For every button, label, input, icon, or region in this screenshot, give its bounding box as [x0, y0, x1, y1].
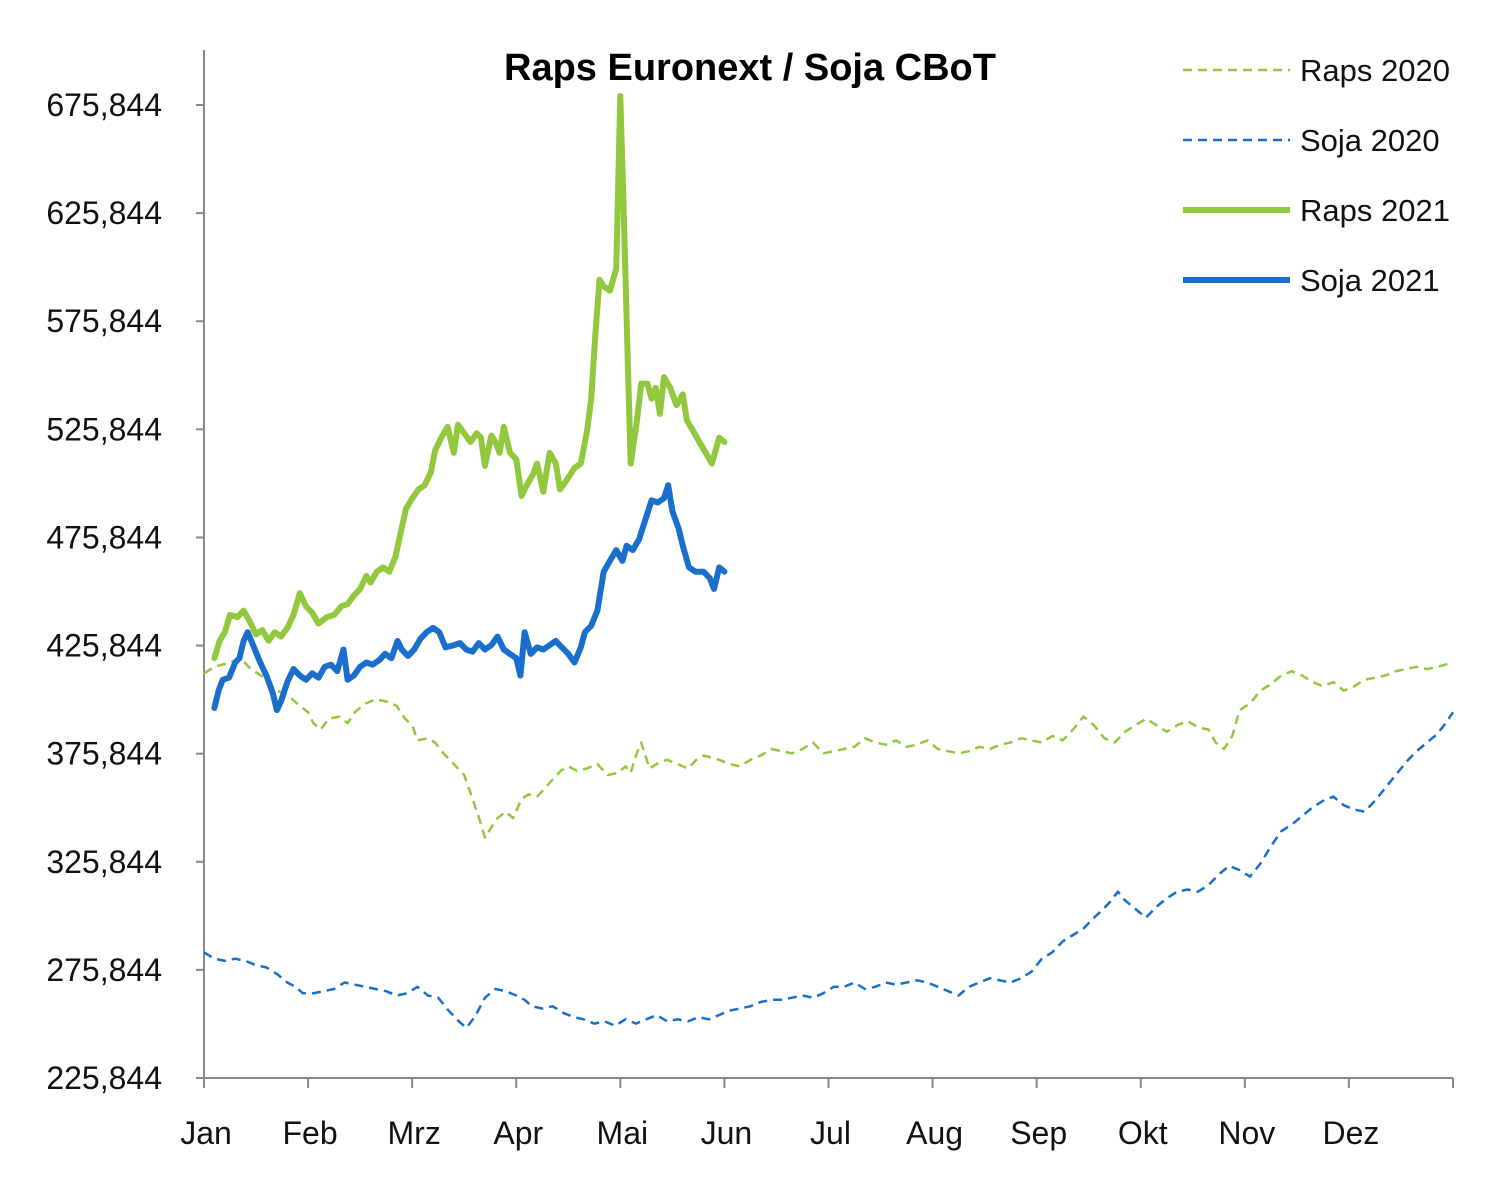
series-line-soja-2020	[203, 711, 1455, 1030]
x-tick-label: Nov	[1218, 1115, 1275, 1151]
y-tick-label: 375,844	[46, 736, 162, 772]
y-tick-label: 625,844	[46, 195, 162, 231]
series-line-soja-2021	[211, 482, 728, 714]
x-tick-label: Mai	[597, 1115, 649, 1151]
x-tick-label: Jan	[180, 1115, 232, 1151]
legend-label: Soja 2020	[1300, 123, 1440, 158]
x-tick-label: Feb	[283, 1115, 338, 1151]
legend-label: Raps 2020	[1300, 53, 1450, 88]
x-tick-label: Apr	[493, 1115, 543, 1151]
y-tick-label: 575,844	[46, 303, 162, 339]
legend: Raps 2020 Soja 2020 Raps 2021 Soja 2021	[1183, 53, 1450, 298]
x-tick-label: Sep	[1010, 1115, 1067, 1151]
x-tick-label: Jun	[701, 1115, 753, 1151]
x-tick-label: Mrz	[388, 1115, 441, 1151]
y-tick-label: 475,844	[46, 519, 162, 555]
y-tick-label: 275,844	[46, 952, 162, 988]
x-tick-label: Aug	[906, 1115, 963, 1151]
series-line-raps-2020	[203, 656, 1454, 839]
series-layer	[203, 93, 1455, 1030]
y-tick-label: 325,844	[46, 844, 162, 880]
chart-title: Raps Euronext / Soja CBoT	[504, 47, 996, 89]
legend-label: Raps 2021	[1300, 193, 1450, 228]
legend-label: Soja 2021	[1300, 263, 1440, 298]
x-tick-label: Jul	[810, 1115, 851, 1151]
x-tick-label: Okt	[1118, 1115, 1168, 1151]
y-tick-label: 525,844	[46, 411, 162, 447]
axes: 225,844 275,844 325,844 375,844 425,844 475,8…	[46, 50, 1454, 1151]
series-line-raps-2021	[211, 93, 728, 662]
y-tick-label: 425,844	[46, 628, 162, 664]
y-tick-label: 675,844	[46, 87, 162, 123]
x-tick-label: Dez	[1322, 1115, 1379, 1151]
y-tick-label: 225,844	[46, 1060, 162, 1096]
